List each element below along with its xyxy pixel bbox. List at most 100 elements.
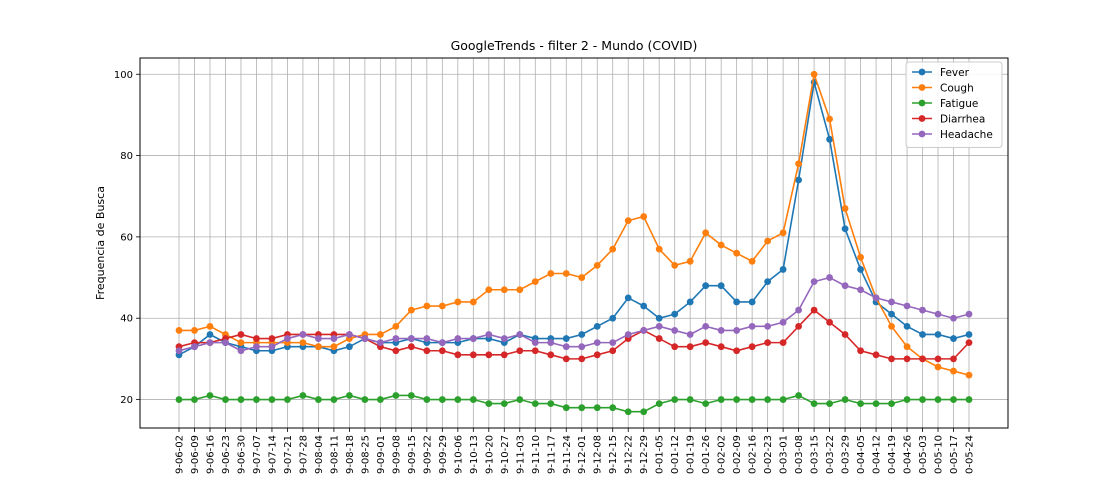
data-point-fever bbox=[950, 335, 957, 342]
data-point-fatigue bbox=[593, 404, 601, 412]
data-point-fatigue bbox=[934, 396, 942, 403]
data-point-diarrhea bbox=[686, 343, 694, 351]
series-fever bbox=[175, 78, 973, 359]
legend-item-diarrhea: Diarrhea bbox=[912, 114, 985, 126]
data-point-fever bbox=[919, 331, 926, 338]
grid-layer bbox=[140, 58, 1008, 428]
data-point-diarrhea bbox=[717, 343, 725, 351]
legend-swatch-marker bbox=[918, 68, 926, 76]
data-point-cough bbox=[206, 322, 214, 330]
y-tick-label: 60 bbox=[120, 232, 133, 243]
x-tick-label: 9-12-01 bbox=[577, 435, 588, 474]
data-point-fatigue bbox=[903, 396, 911, 403]
series-layer bbox=[175, 70, 973, 416]
data-point-fatigue bbox=[717, 396, 725, 403]
data-point-fatigue bbox=[284, 396, 291, 403]
x-tick-label: 9-08-25 bbox=[360, 435, 371, 474]
data-point-headache bbox=[888, 298, 895, 306]
data-point-headache bbox=[299, 331, 307, 338]
data-point-cough bbox=[454, 298, 462, 306]
data-point-headache bbox=[516, 331, 524, 338]
data-point-headache bbox=[919, 306, 926, 314]
data-point-headache bbox=[500, 335, 508, 342]
data-point-cough bbox=[438, 302, 446, 310]
x-tick-label: 0-04-19 bbox=[887, 435, 898, 474]
data-point-fatigue bbox=[779, 396, 787, 403]
data-point-diarrhea bbox=[934, 355, 942, 363]
data-point-fever bbox=[748, 298, 756, 306]
x-tick-label: 9-11-17 bbox=[546, 435, 557, 474]
data-point-fever bbox=[686, 298, 694, 306]
x-tick-label: 0-05-24 bbox=[965, 435, 976, 474]
y-tick-label: 80 bbox=[120, 151, 133, 162]
x-tick-label: 9-09-29 bbox=[438, 435, 449, 474]
data-point-fatigue bbox=[888, 400, 895, 408]
data-point-fatigue bbox=[764, 396, 772, 403]
x-tick-label: 9-08-04 bbox=[314, 435, 325, 474]
data-point-cough bbox=[315, 343, 322, 351]
data-point-cough bbox=[191, 327, 198, 334]
data-point-cough bbox=[423, 302, 431, 310]
x-tick-label: 9-08-18 bbox=[345, 435, 356, 474]
y-tick-label: 40 bbox=[120, 314, 133, 325]
x-tick-label: 0-05-17 bbox=[949, 435, 960, 474]
data-point-headache bbox=[547, 339, 555, 347]
data-point-headache bbox=[315, 335, 322, 342]
data-point-fatigue bbox=[547, 400, 555, 408]
data-point-fever bbox=[345, 343, 353, 351]
data-point-diarrhea bbox=[857, 347, 864, 355]
data-point-cough bbox=[469, 298, 477, 306]
data-point-diarrhea bbox=[950, 355, 957, 363]
x-tick-label: 0-03-01 bbox=[779, 435, 790, 474]
data-point-fatigue bbox=[315, 396, 322, 403]
data-point-fatigue bbox=[253, 396, 260, 403]
data-point-fatigue bbox=[345, 392, 353, 399]
data-point-headache bbox=[206, 339, 214, 347]
x-tick-label: 0-03-29 bbox=[841, 435, 852, 474]
data-point-cough bbox=[841, 205, 849, 212]
data-point-fatigue bbox=[299, 392, 307, 399]
data-point-fever bbox=[841, 225, 849, 233]
legend-item-cough: Cough bbox=[912, 83, 974, 95]
x-tick-label: 0-02-09 bbox=[732, 435, 743, 474]
data-point-fever bbox=[578, 331, 586, 338]
x-tick-label: 0-01-26 bbox=[701, 435, 712, 474]
data-point-fatigue bbox=[268, 396, 276, 403]
data-point-headache bbox=[857, 286, 864, 294]
data-point-cough bbox=[686, 257, 694, 265]
data-point-cough bbox=[593, 261, 601, 269]
data-point-fatigue bbox=[469, 396, 477, 403]
data-point-cough bbox=[562, 270, 570, 277]
data-point-fatigue bbox=[330, 396, 338, 403]
data-point-cough bbox=[516, 286, 524, 294]
legend-label: Headache bbox=[940, 129, 993, 141]
data-point-headache bbox=[903, 302, 911, 310]
data-point-fatigue bbox=[965, 396, 973, 403]
data-point-fatigue bbox=[810, 400, 818, 408]
x-tick-label: 0-02-16 bbox=[748, 435, 759, 474]
data-point-diarrhea bbox=[872, 351, 880, 359]
series-diarrhea bbox=[175, 306, 973, 363]
data-point-fever bbox=[562, 335, 570, 342]
data-point-diarrhea bbox=[547, 351, 555, 359]
data-point-fatigue bbox=[609, 404, 617, 412]
data-point-headache bbox=[748, 322, 756, 330]
data-point-diarrhea bbox=[516, 347, 524, 355]
data-point-headache bbox=[376, 339, 384, 347]
data-point-diarrhea bbox=[764, 339, 772, 347]
data-point-cough bbox=[903, 343, 911, 351]
x-tick-label: 0-04-05 bbox=[856, 435, 867, 474]
x-tick-label: 9-11-03 bbox=[515, 435, 526, 474]
data-point-headache bbox=[655, 322, 663, 330]
data-point-cough bbox=[857, 253, 864, 261]
data-point-cough bbox=[640, 213, 648, 220]
data-point-headache bbox=[717, 327, 725, 334]
data-point-headache bbox=[841, 282, 849, 290]
data-point-headache bbox=[485, 331, 493, 338]
x-tick-label: 9-06-23 bbox=[221, 435, 232, 474]
data-point-diarrhea bbox=[407, 343, 415, 351]
data-point-diarrhea bbox=[237, 331, 245, 338]
x-tick-label: 9-07-28 bbox=[298, 435, 309, 474]
data-point-headache bbox=[531, 339, 539, 347]
